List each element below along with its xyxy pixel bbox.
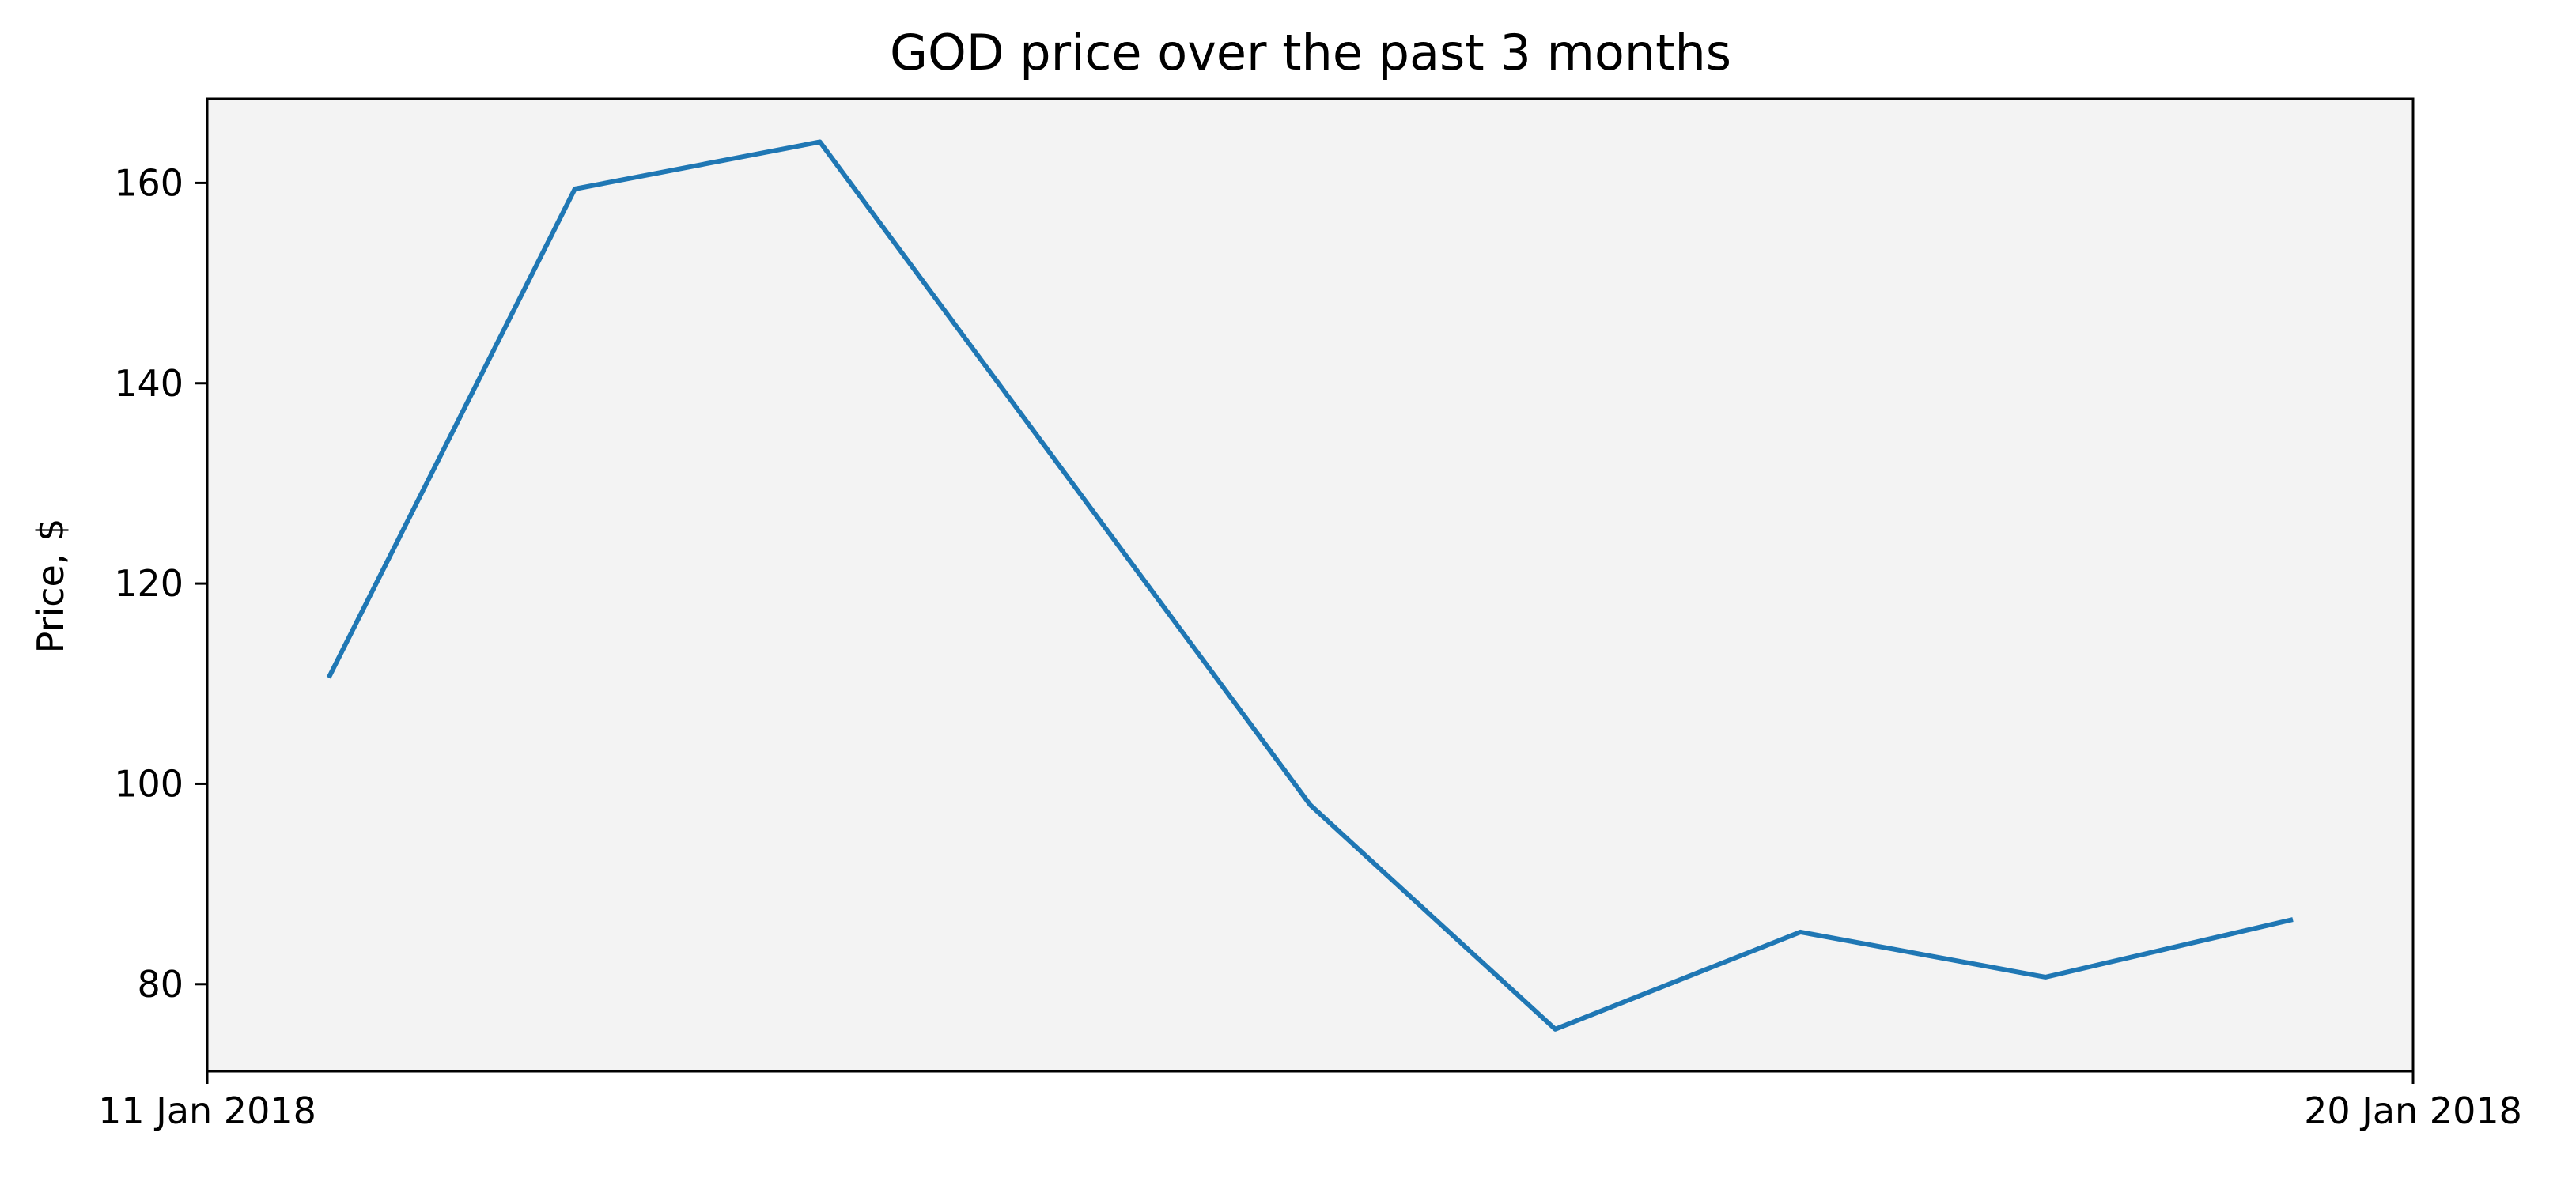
plot-frame <box>206 97 2415 1073</box>
series-line-0 <box>326 139 2294 1032</box>
plot-area <box>207 99 2413 1071</box>
chart-title: GOD price over the past 3 months <box>890 24 1731 81</box>
y-axis: 80 100 120 140 160 <box>114 161 207 1006</box>
x-axis: 11 Jan 2018 20 Jan 2018 <box>98 1071 2522 1132</box>
y-tick-label: 100 <box>114 762 183 805</box>
y-tick-label: 80 <box>137 963 183 1006</box>
y-tick-label: 120 <box>114 562 183 605</box>
x-tick-label: 11 Jan 2018 <box>98 1089 316 1132</box>
chart-marks <box>326 139 2294 1032</box>
y-tick-label: 160 <box>114 161 183 204</box>
x-tick-label: 20 Jan 2018 <box>2304 1089 2522 1132</box>
y-tick-label: 140 <box>114 362 183 405</box>
y-axis-label: Price, $ <box>29 519 72 654</box>
